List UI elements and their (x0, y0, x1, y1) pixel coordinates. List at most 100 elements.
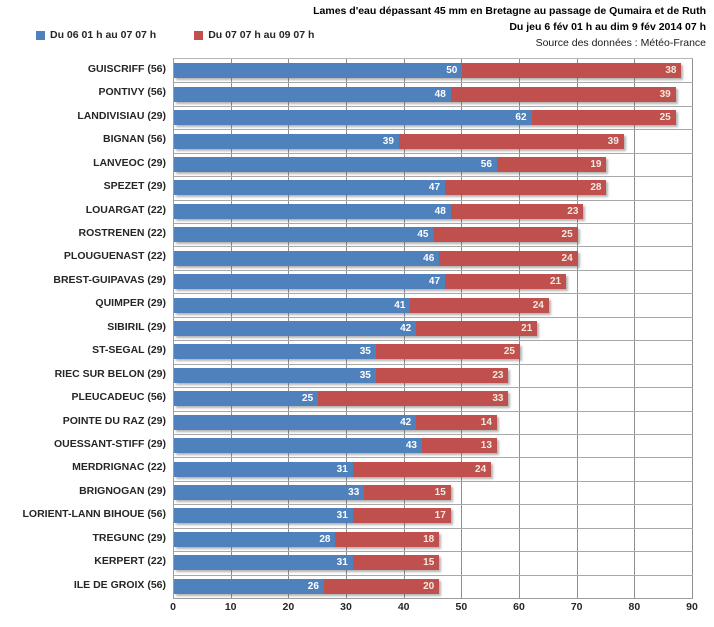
chart-source: Source des données : Météo-France (535, 37, 706, 49)
bar-value-label: 20 (423, 580, 435, 592)
category-label: LANDIVISIAU (29) (77, 109, 166, 122)
bar-value-label: 28 (319, 533, 331, 545)
category-gridline (174, 317, 693, 318)
bar-segment: 35 (174, 344, 376, 360)
category-gridline (174, 106, 693, 107)
bar-value-label: 31 (336, 510, 348, 522)
bar-value-label: 25 (561, 229, 573, 241)
bar-value-label: 45 (417, 229, 429, 241)
category-gridline (174, 270, 693, 271)
bar-row: 46 24 (174, 250, 578, 266)
bar-row: 31 15 (174, 555, 440, 571)
bar-row: 43 13 (174, 438, 497, 454)
bar-segment: 21 (445, 274, 567, 290)
category-gridline (174, 364, 693, 365)
category-axis: GUISCRIFF (56) PONTIVY (56) LANDIVISIAU (2… (0, 58, 166, 597)
x-tick-label: 70 (570, 601, 583, 613)
category-gridline (174, 82, 693, 83)
bar-segment: 21 (416, 321, 538, 336)
x-tick-label: 30 (340, 601, 352, 613)
bar-value-label: 43 (405, 440, 417, 452)
bar-row: 25 33 (174, 391, 509, 407)
bar-row: 48 23 (174, 203, 584, 219)
category-gridline (174, 457, 693, 458)
bar-segment: 26 (174, 578, 324, 594)
bar-segment: 47 (174, 180, 446, 196)
bar-value-label: 14 (480, 416, 492, 428)
bar-value-label: 39 (607, 135, 619, 147)
bar-value-label: 35 (359, 369, 371, 381)
bar-value-label: 13 (480, 440, 492, 452)
category-gridline (174, 293, 693, 294)
bar-row: 42 14 (174, 414, 497, 430)
bar-segment: 46 (174, 250, 440, 266)
category-label: OUESSANT-STIFF (29) (53, 437, 166, 450)
bar-value-label: 46 (423, 252, 435, 264)
bar-value-label: 26 (307, 580, 319, 592)
bar-segment: 17 (352, 508, 451, 524)
value-gridline (634, 59, 635, 598)
bar-segment: 50 (174, 63, 463, 79)
bar-value-label: 42 (400, 416, 412, 428)
category-label: QUIMPER (29) (95, 297, 166, 310)
category-label: PONTIVY (56) (98, 86, 167, 99)
bar-row: 31 24 (174, 461, 492, 477)
bar-segment: 24 (439, 250, 578, 266)
bar-value-label: 31 (336, 557, 348, 569)
bar-segment: 41 (174, 297, 411, 313)
bar-value-label: 39 (659, 88, 671, 100)
category-label: PLEUCADEUC (56) (71, 391, 166, 404)
bar-value-label: 41 (394, 299, 406, 311)
legend-label-series2: Du 07 07 h au 09 07 h (208, 29, 315, 41)
bar-row: 41 24 (174, 297, 549, 313)
bar-segment: 25 (531, 110, 676, 126)
bar-value-label: 25 (659, 112, 671, 124)
category-label: ROSTRENEN (22) (78, 227, 166, 240)
bar-segment: 43 (174, 438, 422, 454)
value-gridline (577, 59, 578, 598)
legend: Du 06 01 h au 07 07 h Du 07 07 h au 09 0… (36, 29, 314, 41)
category-label: ST-SEGAL (29) (92, 344, 166, 357)
bar-value-label: 33 (492, 393, 504, 405)
bar-row: 35 25 (174, 344, 520, 360)
bar-row: 39 39 (174, 133, 624, 149)
bar-row: 50 38 (174, 63, 682, 79)
bar-value-label: 48 (434, 205, 446, 217)
category-gridline (174, 223, 693, 224)
bar-value-label: 17 (434, 510, 446, 522)
category-label: BIGNAN (56) (102, 133, 166, 146)
bar-segment: 28 (174, 531, 336, 547)
x-tick-label: 50 (455, 601, 468, 613)
x-tick-label: 40 (397, 601, 410, 613)
category-gridline (174, 528, 693, 529)
bar-segment: 24 (352, 461, 492, 477)
category-label: KERPERT (22) (94, 555, 166, 568)
category-gridline (174, 200, 693, 201)
bar-value-label: 28 (590, 182, 602, 194)
category-label: LORIENT-LANN BIHOUE (56) (22, 508, 166, 521)
bar-row: 48 39 (174, 86, 676, 102)
category-gridline (174, 504, 693, 505)
category-gridline (174, 129, 693, 130)
bar-segment: 15 (364, 485, 451, 501)
bar-value-label: 25 (302, 393, 314, 405)
category-label: RIEC SUR BELON (29) (54, 367, 166, 380)
bar-value-label: 62 (515, 112, 527, 124)
category-gridline (174, 153, 693, 154)
bar-segment: 31 (174, 555, 353, 571)
bar-row: 62 25 (174, 110, 676, 126)
bar-row: 47 21 (174, 274, 567, 290)
category-label: LANVEOC (29) (93, 156, 166, 169)
category-label: GUISCRIFF (56) (87, 63, 166, 75)
bar-row: 47 28 (174, 180, 607, 196)
bar-value-label: 24 (475, 463, 487, 475)
category-label: BREST-GUIPAVAS (29) (53, 273, 166, 286)
bar-segment: 33 (318, 391, 509, 407)
category-label: POINTE DU RAZ (29) (62, 414, 166, 427)
bar-segment: 48 (174, 203, 451, 219)
legend-swatch-red-icon (194, 30, 204, 40)
bar-segment: 31 (174, 461, 353, 477)
bar-segment: 45 (174, 227, 434, 243)
bar-segment: 24 (410, 297, 549, 313)
